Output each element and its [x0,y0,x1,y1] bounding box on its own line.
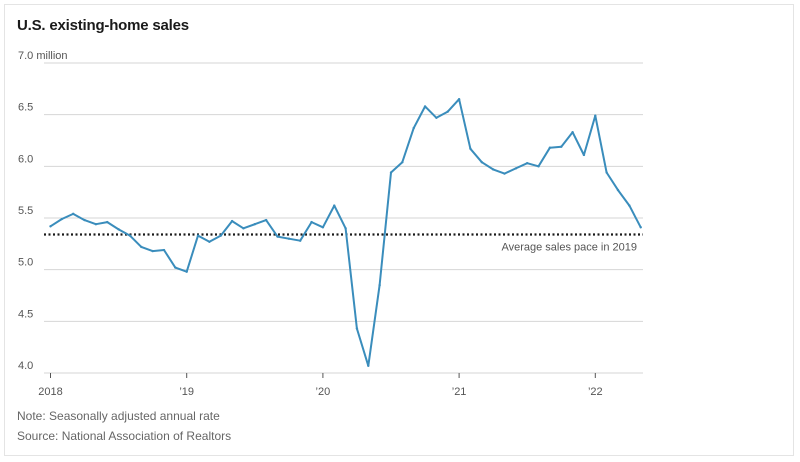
data-point [49,225,52,228]
data-point [106,220,109,224]
data-point [219,234,222,237]
series-group [49,97,642,367]
data-point [264,218,268,222]
chart-source: Source: National Association of Realtors [17,429,232,443]
x-tick-label: ’19 [179,386,194,398]
data-point [151,249,154,253]
data-point [174,266,177,269]
data-point [457,97,461,101]
data-point [128,234,132,237]
data-point [526,162,529,165]
data-point [367,364,370,367]
data-point [276,235,279,238]
y-tick-label: 6.0 [18,153,33,165]
data-point [639,226,642,229]
data-point [355,327,359,330]
x-tick-label: 2018 [38,386,62,398]
data-point [503,172,506,175]
reference-line-group: Average sales pace in 2019 [44,233,643,254]
data-point [616,188,620,192]
y-tick-label: 7.0 million [18,50,68,62]
data-point [60,217,64,221]
reference-line-label: Average sales pace in 2019 [501,242,637,254]
y-tick-label: 5.0 [18,257,33,269]
chart-title: U.S. existing-home sales [17,17,189,34]
data-point [140,245,143,249]
data-point [242,227,245,230]
y-tick-labels: 7.0 million 6.5 6.0 5.5 5.0 4.5 4.0 [18,50,68,372]
data-point [412,126,415,130]
data-point [230,219,234,223]
data-point [208,240,211,243]
data-point [560,145,563,148]
chart-note: Note: Seasonally adjusted annual rate [17,409,220,423]
data-point [514,167,518,170]
data-point [310,220,313,224]
data-point [333,204,336,207]
data-point [446,110,449,113]
data-point [253,223,256,226]
data-point [83,218,86,222]
y-tick-label: 4.0 [18,360,33,372]
data-point [582,153,586,157]
data-point [117,228,120,231]
data-point [72,212,75,216]
y-tick-label: 6.5 [18,102,33,114]
data-point [491,168,495,171]
data-point [594,114,597,117]
y-tick-label: 4.5 [18,308,33,320]
data-point [162,248,166,252]
series-line [49,98,642,367]
data-point [480,161,483,164]
data-point [299,239,302,242]
data-point [401,161,404,164]
data-point [423,105,427,108]
data-point [287,237,291,240]
grid-lines [44,62,643,374]
data-point [378,283,381,287]
x-tick-label: ’20 [316,386,331,398]
data-point [628,204,631,207]
x-tick-label: ’21 [452,386,467,398]
data-point [469,147,472,150]
x-tick-labels: 2018 ’19 ’20 ’21 ’22 [38,373,603,398]
data-point [389,171,393,174]
data-point [435,116,438,119]
data-point [344,227,347,230]
data-point [185,270,188,273]
chart-frame [4,4,794,456]
data-point [605,171,608,174]
data-point [571,131,574,134]
data-point [321,226,325,229]
data-point [537,165,540,168]
y-tick-label: 5.5 [18,205,33,217]
data-point [548,146,552,149]
data-point [196,234,200,237]
x-tick-label: ’22 [588,386,603,398]
data-point [94,223,98,226]
